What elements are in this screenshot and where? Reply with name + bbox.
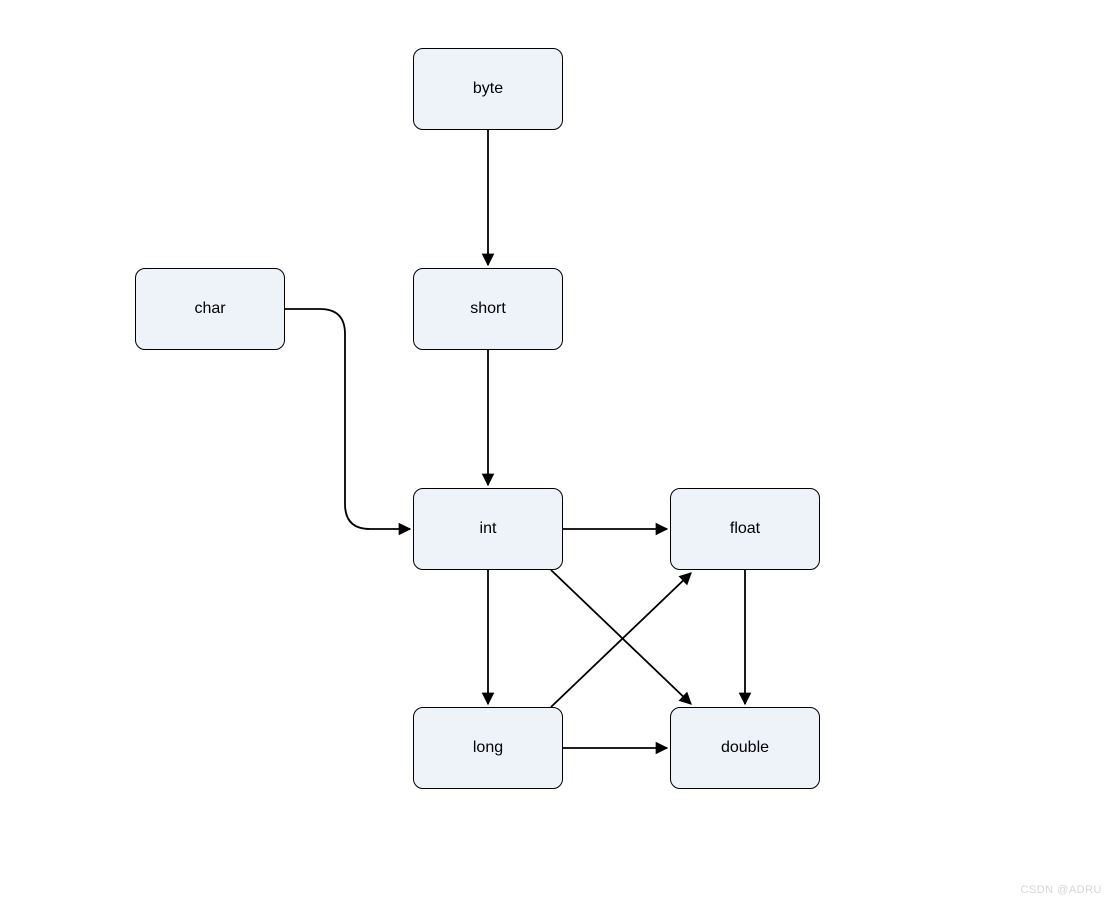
node-byte: byte	[413, 48, 563, 130]
node-char: char	[135, 268, 285, 350]
node-label: long	[473, 739, 503, 757]
node-float: float	[670, 488, 820, 570]
node-label: float	[730, 520, 760, 538]
node-label: int	[480, 520, 497, 538]
edge-int-double	[551, 570, 691, 704]
node-label: byte	[473, 80, 503, 98]
watermark-text: CSDN @ADRU	[1020, 884, 1102, 896]
node-label: double	[721, 739, 769, 757]
node-short: short	[413, 268, 563, 350]
edge-long-float	[551, 573, 691, 707]
node-label: char	[194, 300, 225, 318]
node-long: long	[413, 707, 563, 789]
node-label: short	[470, 300, 506, 318]
node-double: double	[670, 707, 820, 789]
edge-char-int	[285, 309, 410, 529]
node-int: int	[413, 488, 563, 570]
diagram-canvas: byte char short int float long double CS…	[0, 0, 1110, 902]
